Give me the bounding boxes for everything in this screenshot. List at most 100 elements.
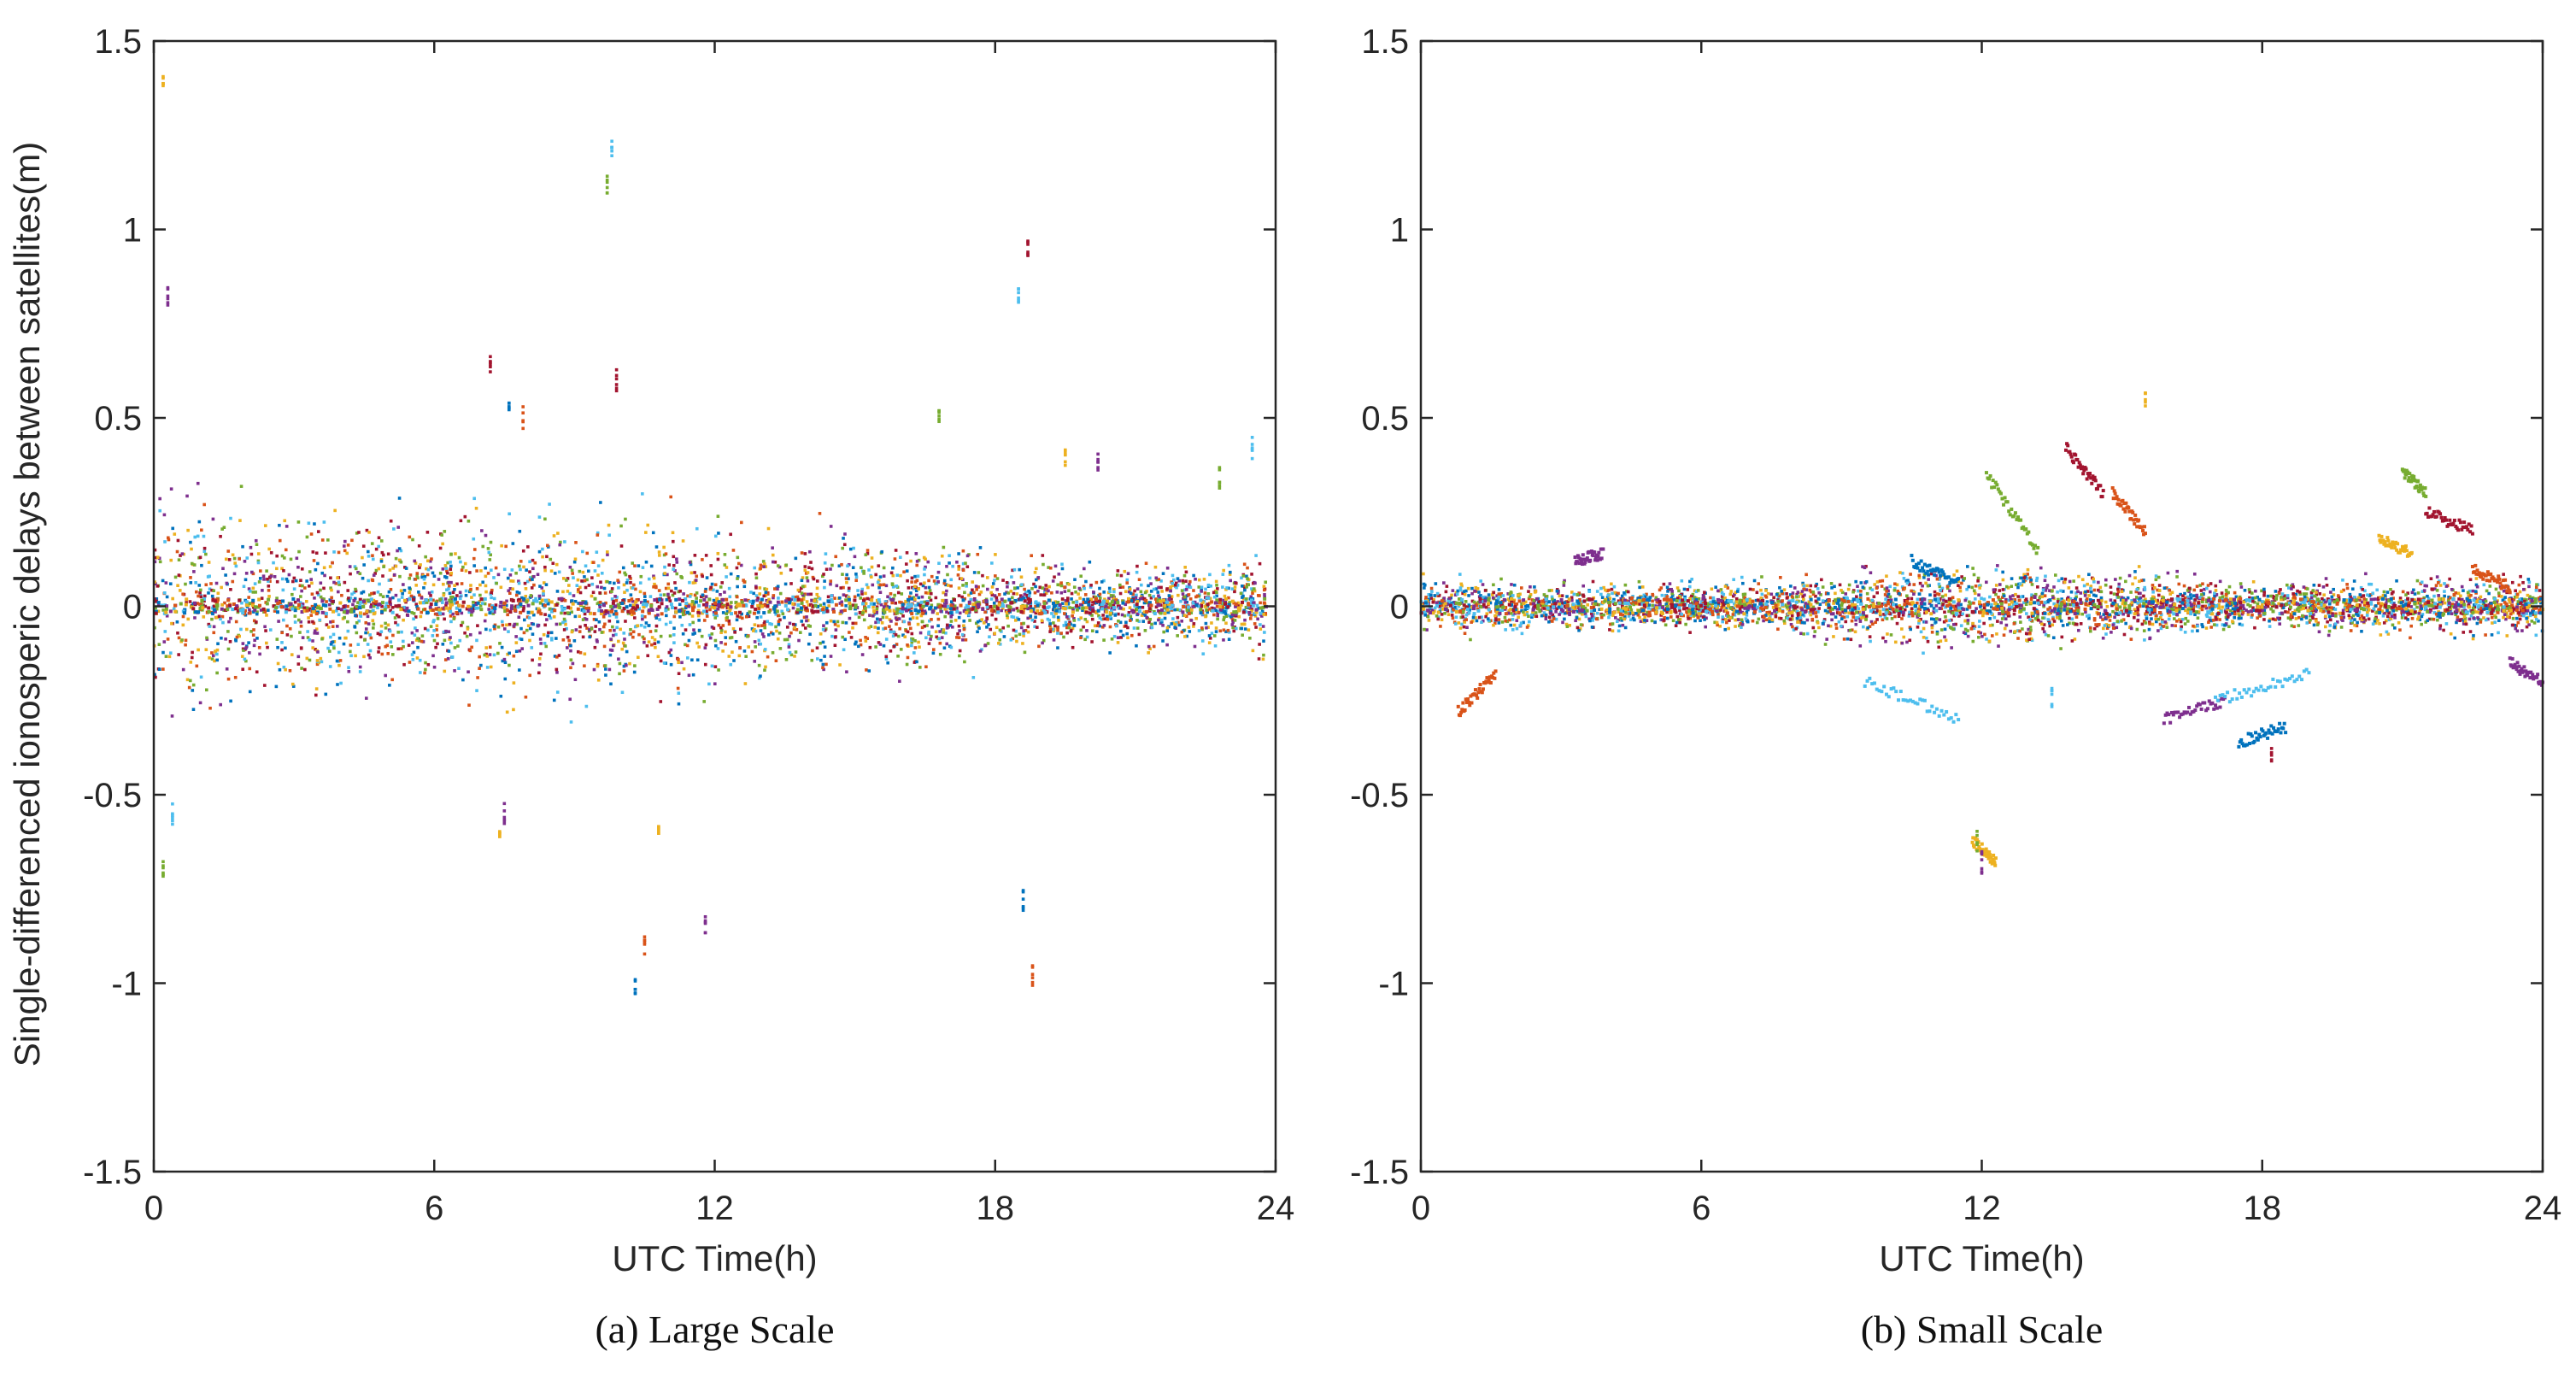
scatter-point [774,625,777,629]
scatter-point [359,635,363,639]
scatter-point [472,601,475,604]
scatter-point [200,563,203,567]
scatter-point [1210,621,1213,625]
scatter-point [736,577,739,580]
scatter-point [422,577,426,581]
scatter-point [688,623,692,626]
scatter-point [293,614,297,618]
scatter-point [635,605,639,609]
scatter-point [2028,626,2033,629]
scatter-point [842,593,846,596]
scatter-point [902,570,906,574]
scatter-point [377,536,381,540]
scatter-point [783,603,788,608]
scatter-point [914,589,918,593]
scatter-point [485,655,490,658]
scatter-point [961,638,965,642]
scatter-point [1021,642,1024,645]
scatter-point [2359,595,2363,598]
scatter-point [719,602,724,606]
scatter-point [1016,609,1020,613]
scatter-point [315,659,320,662]
scatter-point [618,672,621,676]
scatter-point [513,622,517,626]
scatter-point [911,585,914,590]
scatter-point [1118,591,1123,596]
scatter-point [674,586,678,591]
scatter-point [328,665,332,668]
scatter-point [915,563,919,567]
scatter-point [1019,626,1024,630]
scatter-point [1102,591,1106,594]
scatter-point [894,549,898,552]
scatter-point [288,608,291,612]
scatter-point [245,556,249,560]
scatter-point [860,653,865,656]
outlier-point [1021,889,1025,892]
scatter-point [240,655,244,658]
scatter-point [1255,603,1259,608]
scatter-point [839,609,843,614]
scatter-point [436,613,439,617]
scatter-point [449,600,454,604]
scatter-point [412,650,416,655]
scatter-point [210,594,214,598]
scatter-point [1137,605,1141,609]
scatter-point [631,599,635,603]
scatter-point [637,632,641,637]
scatter-point [708,605,713,608]
scatter-point [1249,598,1253,602]
scatter-point [1071,601,1075,604]
scatter-point [379,559,384,563]
outlier-point [1218,467,1222,472]
scatter-point [153,555,157,560]
scatter-point [617,639,620,643]
scatter-point [1138,609,1142,614]
scatter-point [848,602,852,606]
scatter-point [265,614,268,617]
scatter-point [993,604,997,608]
scatter-point [1119,573,1124,578]
scatter-point [239,608,244,613]
scatter-point [1135,612,1140,616]
scatter-point [918,645,921,649]
scatter-point [901,614,905,618]
outlier-point [614,386,619,391]
outlier-point [633,987,637,991]
scatter-point [357,606,361,610]
outlier-point [1250,447,1254,451]
scatter-point [451,595,455,599]
scatter-point [453,587,456,591]
scatter-point [537,515,542,519]
scatter-point [958,654,961,658]
scatter-point [1100,602,1105,607]
scatter-point [1109,608,1113,612]
scatter-point [320,610,325,614]
scatter-point [954,606,959,610]
scatter-point [413,559,417,563]
scatter-point [810,598,814,602]
scatter-point [400,596,404,599]
scatter-point [1177,579,1182,583]
scatter-point [1176,584,1180,587]
scatter-point [860,592,864,596]
scatter-point [847,586,851,591]
scatter-point [289,557,293,561]
scatter-point [419,563,422,567]
scatter-point [995,626,999,630]
scatter-point [259,569,262,573]
scatter-point [304,599,308,603]
scatter-point [585,578,589,582]
scatter-point [913,597,917,602]
scatter-point [441,542,444,546]
scatter-point [789,582,793,585]
scatter-point [830,600,834,604]
scatter-point [765,587,769,591]
scatter-point [461,565,465,569]
scatter-point [1250,608,1254,611]
scatter-point [255,612,259,616]
scatter-point [1001,626,1006,630]
scatter-point [670,589,673,593]
scatter-point [1012,615,1016,619]
scatter-point [998,643,1002,646]
